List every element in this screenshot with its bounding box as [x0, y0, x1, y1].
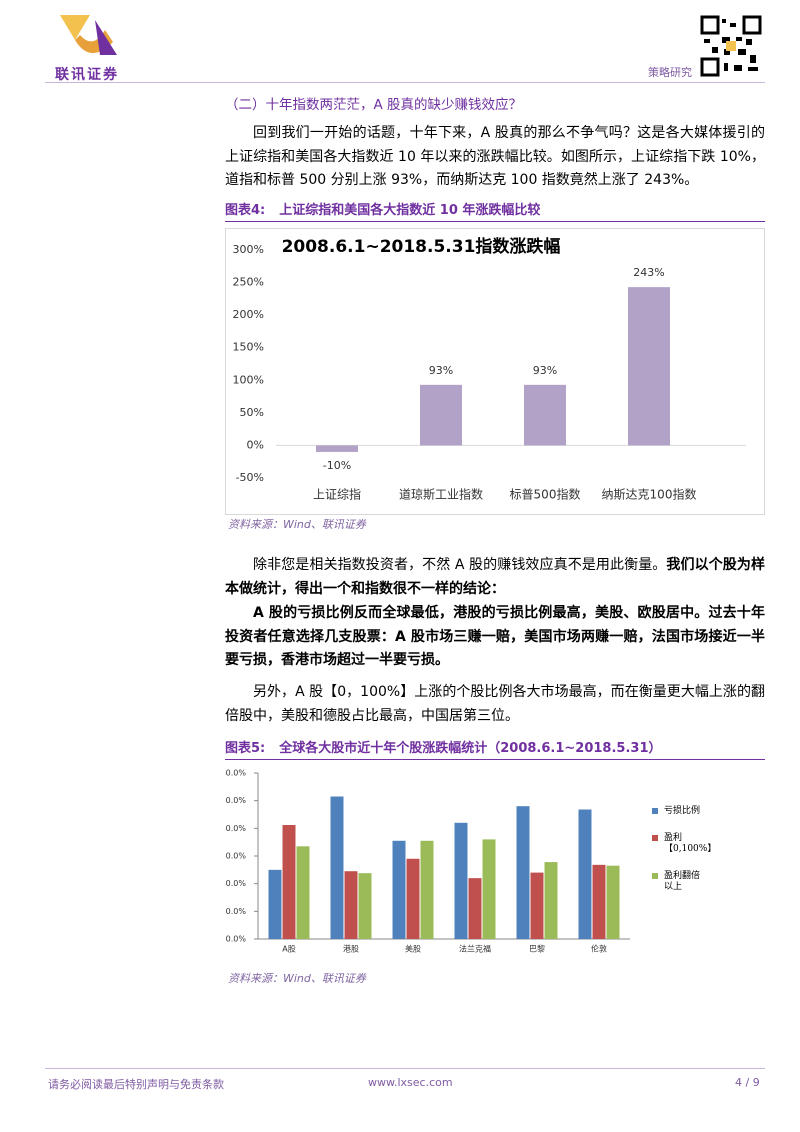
bar: [524, 384, 566, 446]
logo-icon: [60, 15, 117, 55]
y-tick-label: 150%: [233, 341, 264, 354]
x-tick-label: 道琼斯工业指数: [399, 487, 483, 502]
value-label: -10%: [323, 459, 351, 472]
header-rule: [45, 82, 765, 83]
figure-label: 图表4:: [225, 203, 266, 218]
y-tick-label: 100%: [233, 373, 264, 386]
legend-entry: 亏损比例: [652, 806, 707, 817]
y-tick-label: 30.0%: [225, 852, 246, 861]
legend-label: 盈利【0,100%】: [664, 833, 717, 854]
legend-entry: 盈利【0,100%】: [652, 833, 716, 855]
text-run: 我们以个股为样本做统计，得出一个和指数很不一样的结论：: [225, 557, 765, 597]
y-tick-label: 20.0%: [225, 879, 246, 888]
legend-label: 盈利翻倍以上: [664, 871, 701, 892]
value-label: 243%: [633, 266, 664, 279]
x-tick-label: 伦敦: [591, 944, 607, 954]
y-tick-label: -50%: [236, 471, 264, 484]
paragraph: A 股的亏损比例反而全球最低，港股的亏损比例最高，美股、欧股居中。过去十年投资者…: [225, 602, 765, 673]
paragraph: 另外，A 股【0，100%】上涨的个股比例各大市场最高，而在衡量更大幅上涨的翻倍…: [225, 681, 765, 728]
bar: [316, 445, 358, 452]
footer-rule: [45, 1068, 765, 1069]
paragraph: 回到我们一开始的话题，十年下来，A 股真的那么不争气吗？这是各大媒体援引的上证综…: [225, 122, 765, 193]
y-tick-label: 40.0%: [225, 824, 246, 833]
legend-swatch: [652, 808, 658, 814]
text-run: 另外，A 股【0，100%】上涨的个股比例各大市场最高，而在衡量更大幅上涨的翻倍…: [225, 684, 765, 724]
bar: [544, 862, 558, 939]
paragraph: 除非您是相关指数投资者，不然 A 股的赚钱效应真不是用此衡量。我们以个股为样本做…: [225, 554, 765, 601]
x-tick-label: 美股: [405, 944, 421, 954]
x-tick-label: 纳斯达克100指数: [602, 487, 697, 502]
page-number: 4 / 9: [735, 1076, 760, 1089]
bar: [530, 872, 544, 939]
chart: 0.0% 10.0% 20.0% 30.0% 40.0% 50.0% 60.0% A股 港股 美股…: [225, 769, 630, 954]
y-tick-label: 10.0%: [225, 907, 246, 916]
x-tick-label: 法兰克福: [459, 944, 491, 954]
y-tick-label: 50%: [240, 406, 264, 419]
y-tick-label: 0%: [247, 438, 264, 451]
bar: [268, 869, 282, 939]
value-label: 93%: [429, 364, 453, 377]
bar: [296, 846, 310, 939]
figure-title: 全球各大股市近十年个股涨跌幅统计（2008.6.1~2018.5.31）: [279, 741, 662, 756]
y-tick-label: 50.0%: [225, 796, 246, 805]
figure-caption: 图表5: 全球各大股市近十年个股涨跌幅统计（2008.6.1~2018.5.31）: [225, 737, 765, 760]
section-label: 策略研究: [648, 66, 692, 79]
bar: [516, 806, 530, 939]
bar: [406, 858, 420, 939]
x-tick-label: 上证综指: [313, 487, 361, 502]
bar: [628, 287, 670, 446]
footer-url: www.lxsec.com: [368, 1076, 453, 1089]
legend-swatch: [652, 835, 658, 841]
value-label: 93%: [533, 364, 557, 377]
bar: [420, 840, 434, 939]
text-run: A 股的亏损比例反而全球最低，港股的亏损比例最高，美股、欧股居中。过去十年投资者…: [225, 605, 765, 668]
bar: [344, 871, 358, 939]
x-tick-label: 巴黎: [529, 944, 545, 954]
legend-entry: 盈利翻倍以上: [652, 871, 707, 893]
bar: [282, 825, 296, 939]
bar: [482, 839, 496, 939]
qr-code: [700, 15, 762, 77]
y-tick-label: 200%: [233, 308, 264, 321]
bar: [468, 878, 482, 939]
logo-text: 联讯证券: [55, 67, 119, 83]
section-heading: （二）十年指数两茫茫，A 股真的缺少赚钱效应？: [225, 97, 523, 113]
bar: [392, 840, 406, 939]
text-run: 回到我们一开始的话题，十年下来，A 股真的那么不争气吗？这是各大媒体援引的上证综…: [225, 125, 765, 188]
figure-label: 图表5:: [225, 741, 266, 756]
bar: [358, 873, 372, 939]
bar: [330, 796, 344, 939]
bar: [592, 864, 606, 939]
bar: [454, 822, 468, 939]
legend-label: 亏损比例: [664, 806, 701, 816]
figure-caption: 图表4: 上证综指和美国各大指数近 10 年涨跌幅比较: [225, 199, 765, 222]
bar: [420, 384, 462, 446]
legend: 亏损比例盈利【0,100%】 盈利翻倍以上: [652, 806, 716, 909]
y-tick-label: 0.0%: [226, 935, 247, 944]
x-tick-label: 标普500指数: [510, 487, 581, 502]
source: 资料来源：Wind、联讯证券: [228, 972, 366, 985]
y-tick-label: 300%: [233, 243, 264, 256]
footer-note: 请务必阅读最后特别声明与免责条款: [48, 1078, 224, 1091]
x-tick-label: A股: [282, 945, 295, 954]
legend-swatch: [652, 873, 658, 879]
y-tick-label: 60.0%: [225, 769, 246, 778]
text-run: 除非您是相关指数投资者，不然 A 股的赚钱效应真不是用此衡量。: [253, 557, 667, 573]
y-tick-label: 250%: [233, 276, 264, 289]
bar: [578, 809, 592, 939]
chart-title: 2008.6.1~2018.5.31指数涨跌幅: [282, 236, 561, 257]
x-tick-label: 港股: [343, 944, 359, 954]
source: 资料来源：Wind、联讯证券: [228, 518, 366, 531]
figure-title: 上证综指和美国各大指数近 10 年涨跌幅比较: [279, 203, 541, 218]
bar: [606, 865, 620, 939]
chart: 2008.6.1~2018.5.31指数涨跌幅 -50% 0% 50% 100% 150%…: [225, 228, 765, 515]
